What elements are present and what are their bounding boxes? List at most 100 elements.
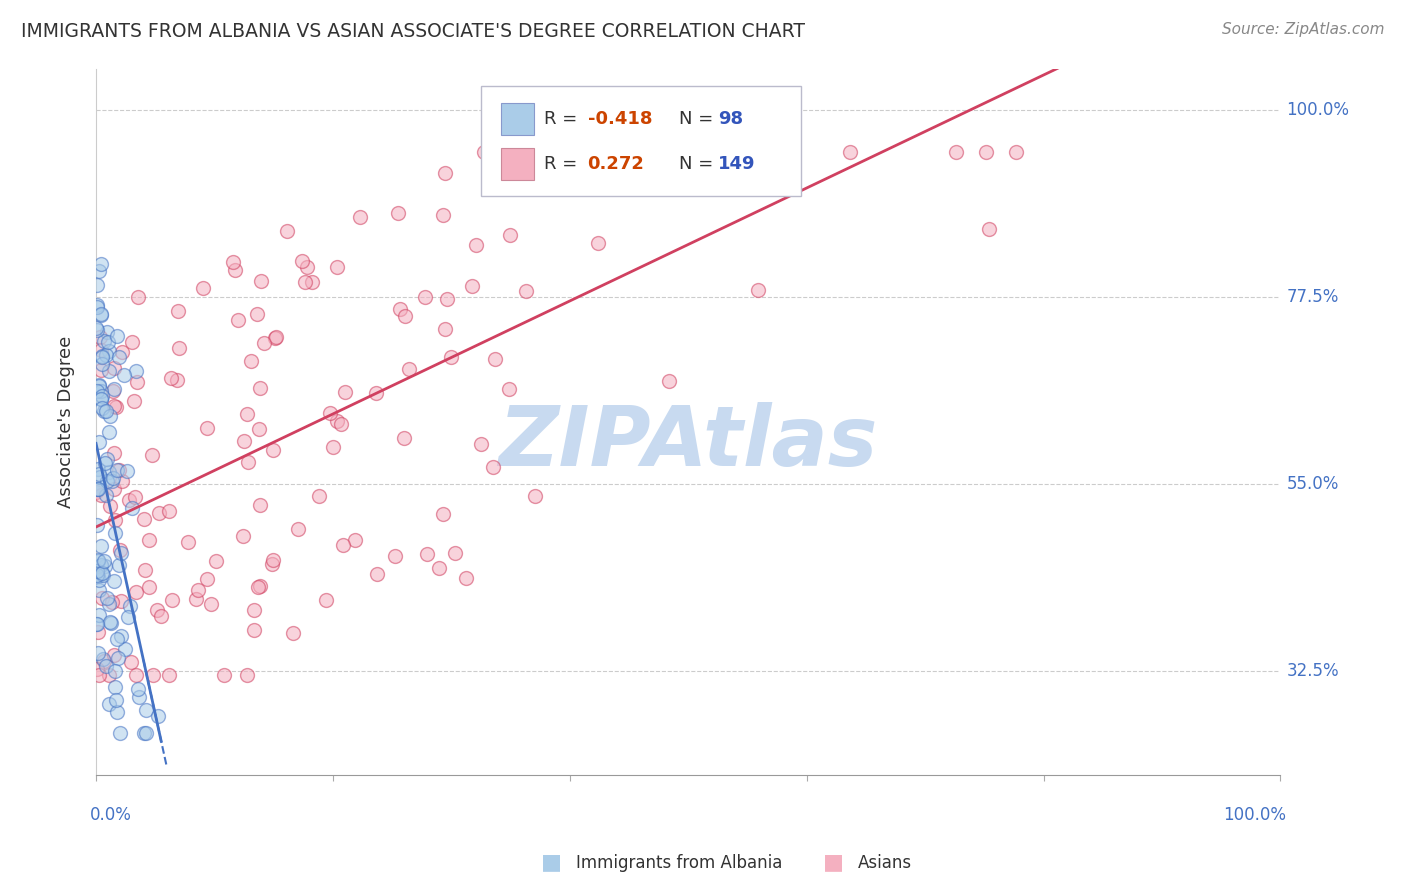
Point	[249, 579, 271, 593]
Point	[108, 726, 131, 740]
Point	[576, 145, 599, 159]
Point	[433, 166, 456, 180]
Point	[444, 546, 467, 560]
Point	[93, 404, 115, 418]
Point	[87, 378, 110, 392]
Point	[108, 543, 131, 558]
Point	[89, 329, 111, 343]
Point	[87, 263, 110, 277]
Text: 0.0%: 0.0%	[90, 806, 132, 824]
Point	[105, 692, 128, 706]
Text: -0.418: -0.418	[588, 111, 652, 128]
Point	[166, 304, 188, 318]
Point	[387, 206, 409, 220]
Point	[322, 440, 344, 454]
Point	[107, 651, 129, 665]
Point	[236, 668, 259, 682]
Text: 32.5%: 32.5%	[1286, 662, 1339, 680]
Point	[94, 403, 117, 417]
Point	[86, 662, 108, 676]
Point	[93, 558, 115, 573]
Point	[460, 279, 482, 293]
Point	[134, 563, 156, 577]
Point	[90, 350, 112, 364]
Point	[90, 307, 112, 321]
Point	[86, 298, 108, 312]
Point	[97, 334, 120, 349]
FancyBboxPatch shape	[501, 148, 534, 179]
Point	[103, 664, 125, 678]
Point	[287, 522, 309, 536]
Point	[200, 597, 222, 611]
Text: R =: R =	[544, 155, 582, 173]
Point	[98, 343, 121, 358]
Point	[142, 668, 165, 682]
Point	[96, 452, 118, 467]
Point	[470, 436, 492, 450]
Point	[125, 375, 148, 389]
Point	[87, 569, 110, 583]
Point	[110, 594, 132, 608]
Point	[90, 309, 112, 323]
Point	[91, 591, 114, 605]
Point	[98, 465, 121, 479]
Point	[638, 145, 661, 159]
Point	[238, 455, 260, 469]
Point	[138, 533, 160, 548]
Point	[481, 460, 503, 475]
Point	[86, 300, 108, 314]
Point	[498, 383, 520, 397]
Point	[87, 461, 110, 475]
Point	[394, 309, 416, 323]
Point	[87, 482, 110, 496]
Point	[349, 210, 371, 224]
Text: IMMIGRANTS FROM ALBANIA VS ASIAN ASSOCIATE'S DEGREE CORRELATION CHART: IMMIGRANTS FROM ALBANIA VS ASIAN ASSOCIA…	[21, 22, 806, 41]
Point	[108, 558, 131, 573]
Text: 149: 149	[718, 155, 755, 173]
Point	[125, 364, 148, 378]
Point	[91, 568, 114, 582]
Point	[134, 512, 156, 526]
Point	[87, 554, 110, 568]
Point	[276, 224, 298, 238]
Point	[107, 462, 129, 476]
Point	[747, 283, 769, 297]
Point	[96, 488, 118, 502]
Point	[945, 145, 967, 159]
Point	[89, 470, 111, 484]
Text: 0.272: 0.272	[588, 155, 644, 173]
Point	[103, 399, 125, 413]
Point	[90, 392, 112, 406]
Point	[100, 409, 122, 423]
Point	[89, 583, 111, 598]
Point	[90, 566, 112, 581]
Point	[87, 607, 110, 622]
Point	[104, 400, 127, 414]
Point	[120, 599, 142, 613]
Point	[86, 483, 108, 497]
Point	[135, 726, 157, 740]
Point	[112, 368, 135, 382]
Point	[87, 552, 110, 566]
Point	[110, 546, 132, 560]
Point	[160, 371, 183, 385]
Point	[105, 463, 128, 477]
Point	[100, 616, 122, 631]
Text: Asians: Asians	[858, 855, 911, 872]
Point	[389, 301, 412, 316]
Point	[974, 145, 997, 159]
Point	[87, 482, 110, 496]
Point	[101, 384, 124, 398]
Point	[434, 322, 457, 336]
Point	[384, 549, 406, 563]
Point	[184, 592, 207, 607]
Point	[90, 357, 112, 371]
Point	[1004, 145, 1026, 159]
Point	[86, 485, 108, 500]
Point	[141, 449, 163, 463]
Point	[232, 529, 254, 543]
Point	[260, 557, 283, 571]
Point	[96, 325, 118, 339]
Point	[89, 257, 111, 271]
Point	[101, 474, 124, 488]
